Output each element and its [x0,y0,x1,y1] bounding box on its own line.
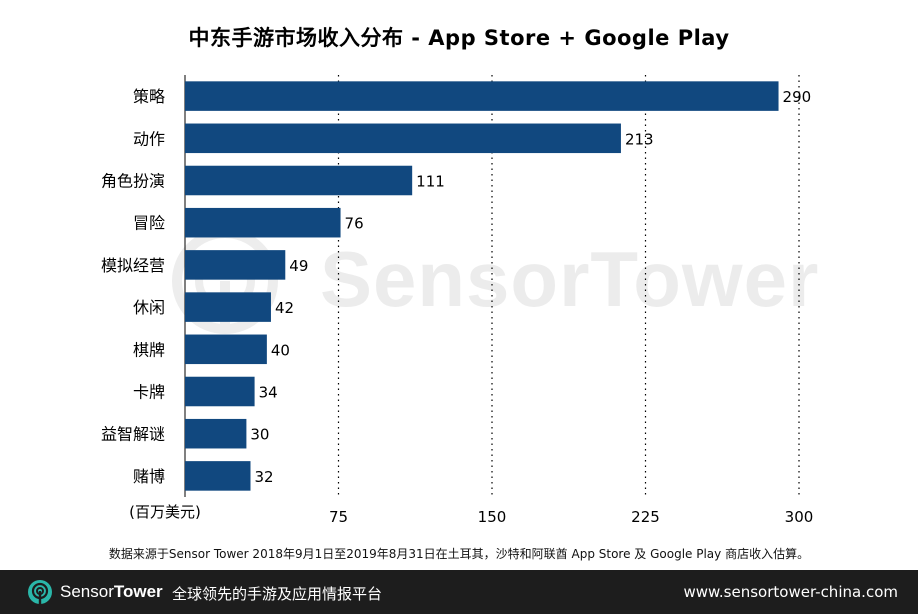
chart-title: 中东手游市场收入分布 - App Store + Google Play [188,26,730,50]
x-tick-label: 75 [329,508,348,526]
bar [185,81,779,111]
category-label: 动作 [133,129,165,148]
footer-brand-bold: Tower [113,582,163,601]
source-note: 数据来源于Sensor Tower 2018年9月1日至2019年8月31日在土… [108,547,810,561]
data-label: 30 [250,426,269,444]
bar [185,461,251,491]
category-label: 角色扮演 [101,172,165,191]
category-label: 冒险 [133,214,165,233]
category-label: 模拟经营 [101,256,165,275]
bar [185,207,341,238]
bar [185,418,247,449]
data-label: 34 [259,384,278,402]
bar [185,165,413,196]
category-label: 益智解谜 [101,425,165,444]
category-label: 卡牌 [133,383,165,402]
bar [185,292,271,322]
bar-chart: 75 150 225 300 (百万美元) 策略 290 动作 213 角色扮演 111 冒险 76 模拟… [101,75,814,526]
sensortower-logo-icon [28,580,52,604]
bar [185,250,286,280]
bar [185,123,621,154]
bar [185,334,267,365]
category-label: 赌博 [133,467,165,486]
footer-url-link[interactable]: www.sensortower-china.com [683,583,898,601]
footer-brand: SensorTower [60,582,163,602]
footer-tagline: 全球领先的手游及应用情报平台 [172,585,383,603]
category-label: 策略 [133,87,165,106]
x-tick-label: 225 [631,508,660,526]
x-tick-label: 300 [785,508,814,526]
data-label: 40 [271,341,290,359]
data-label: 49 [289,257,308,275]
category-label: 休闲 [133,298,165,317]
data-label: 32 [254,468,273,486]
data-label: 111 [416,173,445,191]
data-label: 42 [275,299,294,317]
data-label: 76 [345,215,364,233]
data-label: 213 [625,130,654,148]
data-label: 290 [783,88,812,106]
footer-brand-light: Sensor [60,582,114,601]
unit-label: (百万美元) [129,503,201,521]
footer-bar: SensorTower 全球领先的手游及应用情报平台 www.sensortow… [0,570,918,614]
category-label: 棋牌 [133,340,165,359]
bar [185,376,255,407]
x-tick-label: 150 [478,508,507,526]
